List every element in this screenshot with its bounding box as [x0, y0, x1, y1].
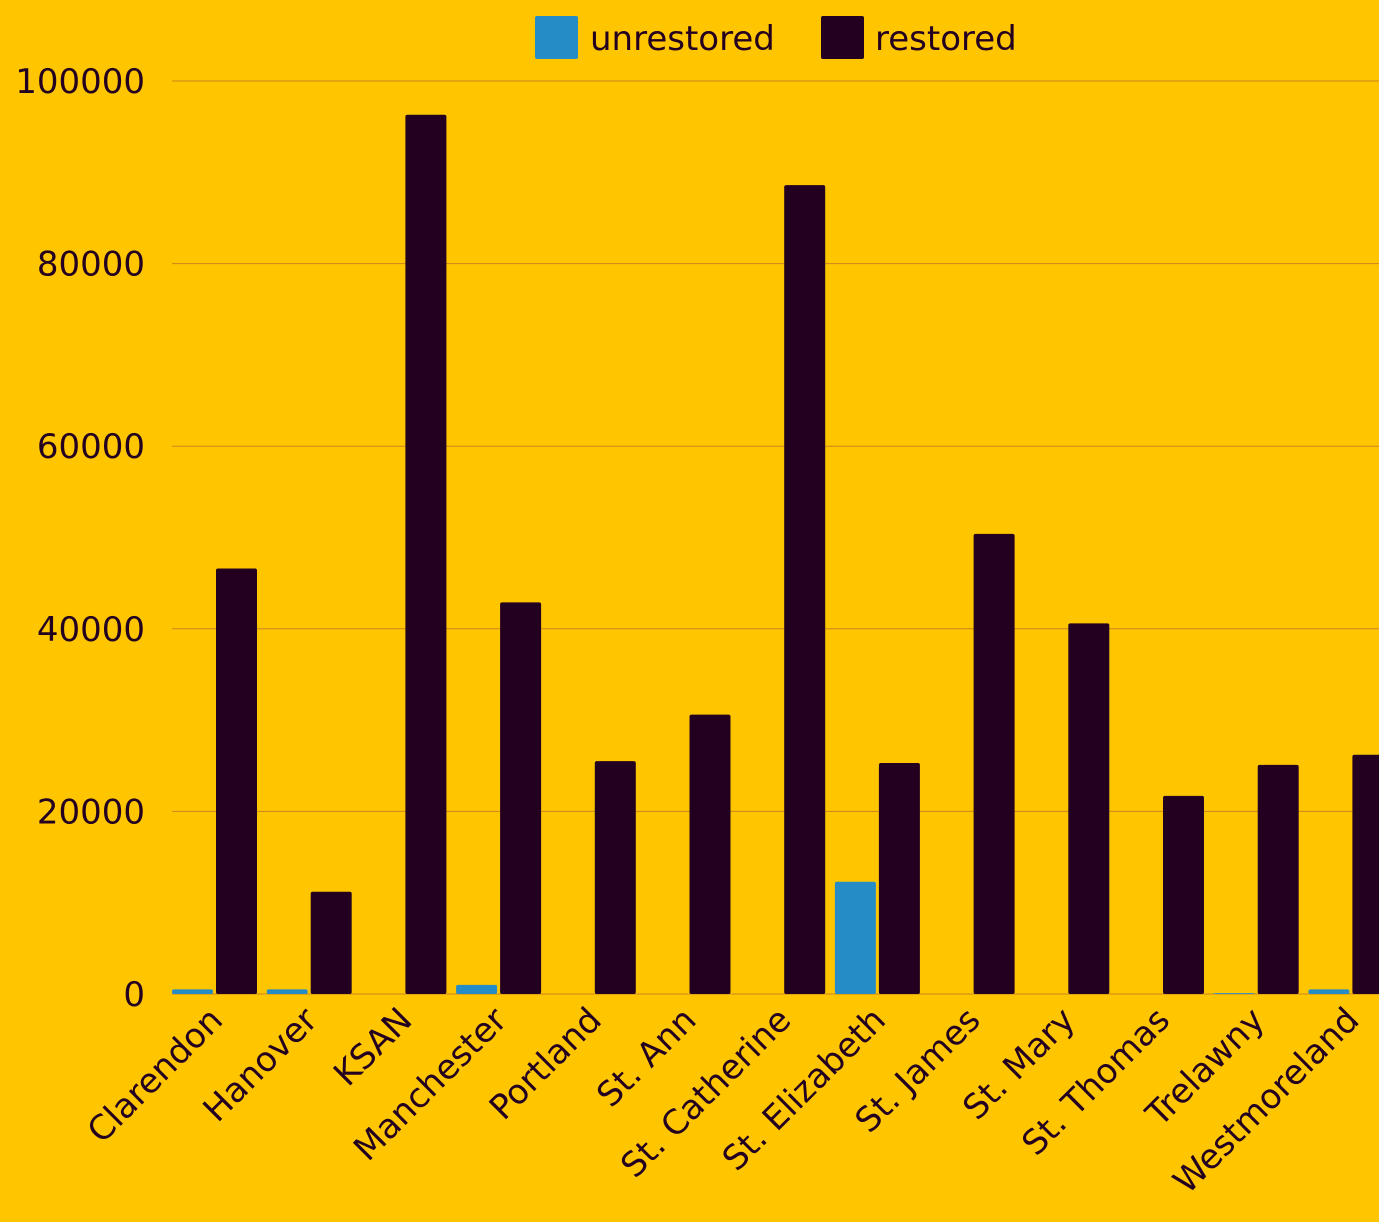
bar-restored-st-elizabeth — [878, 763, 920, 994]
bar-unrestored-hanover — [266, 989, 308, 994]
y-tick-label: 20000 — [37, 792, 145, 832]
y-tick-label: 60000 — [37, 427, 145, 467]
bar-restored-ksan — [405, 114, 447, 994]
bar-unrestored-clarendon — [172, 989, 213, 994]
y-tick-label: 80000 — [37, 245, 145, 285]
bar-unrestored-trelawny — [1213, 993, 1255, 994]
bar-unrestored-st-elizabeth — [834, 881, 876, 994]
y-axis-ticks: 0 20000 40000 60000 80000 100000 — [15, 62, 145, 1015]
x-tick-label: Clarendon — [80, 1000, 231, 1151]
bar-restored-hanover — [310, 891, 352, 994]
legend-swatch-unrestored — [535, 16, 578, 59]
legend-label-restored: restored — [875, 19, 1017, 59]
bar-restored-st-mary — [1068, 623, 1110, 994]
bar-restored-clarendon — [216, 568, 257, 994]
legend-swatch-restored — [821, 16, 864, 59]
bar-restored-manchester — [500, 602, 542, 994]
y-tick-label: 40000 — [37, 610, 145, 650]
bar-restored-st-thomas — [1163, 795, 1204, 994]
bar-unrestored-manchester — [456, 984, 498, 994]
legend: unrestored restored — [535, 16, 1017, 59]
bars — [172, 114, 1379, 994]
legend-label-unrestored: unrestored — [590, 19, 775, 59]
bar-restored-westmoreland — [1352, 754, 1379, 994]
x-tick-label: St. Elizabeth — [715, 1000, 894, 1179]
gridlines — [172, 80, 1379, 995]
bar-unrestored-westmoreland — [1308, 989, 1350, 994]
bar-restored-st-catherine — [784, 185, 826, 994]
bar-restored-st-ann — [689, 714, 731, 994]
bar-restored-st-james — [973, 533, 1015, 994]
y-tick-label: 0 — [123, 975, 145, 1015]
bar-restored-portland — [594, 761, 636, 994]
bar-restored-trelawny — [1257, 764, 1299, 994]
y-tick-label: 100000 — [15, 62, 145, 102]
